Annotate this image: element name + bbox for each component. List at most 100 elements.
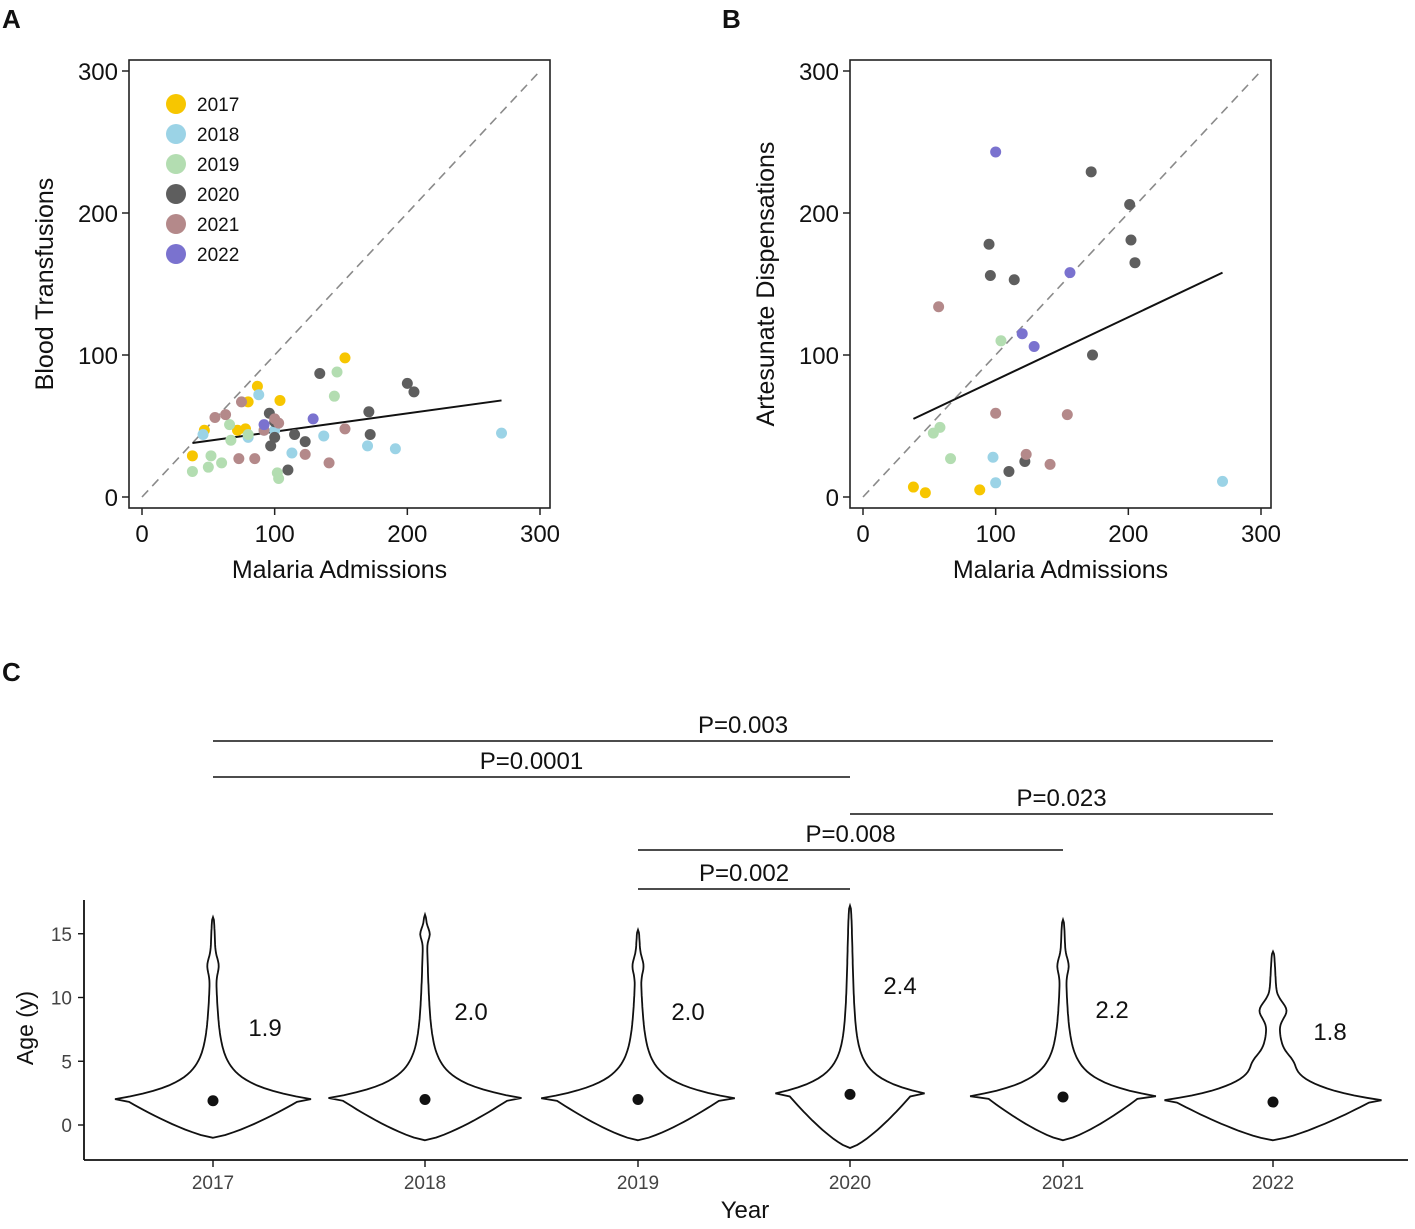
a-x-axis-label: Malaria Admissions	[232, 556, 447, 584]
c-median-dot-2019	[632, 1094, 644, 1105]
a-legend-label-2022: 2022	[197, 245, 239, 266]
a-point-2018	[286, 447, 298, 459]
a-y-tick-label: 200	[78, 201, 118, 228]
b-point-2020	[984, 269, 996, 281]
c-x-axis-label: Year	[721, 1197, 770, 1224]
b-x-tick-label: 200	[1108, 521, 1148, 548]
a-point-2021	[339, 423, 351, 435]
c-median-label-2018: 2.0	[454, 999, 487, 1026]
c-y-tick-label: 5	[61, 1052, 72, 1073]
c-median-dot-2022	[1267, 1096, 1279, 1108]
c-median-label-2017: 1.9	[248, 1015, 281, 1042]
b-point-2021	[1061, 409, 1073, 421]
c-p-value-label: P=0.0001	[480, 748, 583, 775]
c-p-value-label: P=0.003	[698, 712, 788, 739]
b-point-2018	[990, 477, 1002, 489]
a-point-2019	[273, 473, 285, 485]
c-violin-2017	[114, 914, 312, 1139]
a-point-2017	[339, 352, 351, 364]
a-point-2017	[186, 450, 198, 462]
a-point-2019	[331, 366, 343, 378]
c-violin-2018	[328, 911, 522, 1142]
a-point-2021	[220, 409, 232, 421]
a-point-2019	[202, 461, 214, 473]
b-point-2022	[1028, 340, 1040, 352]
c-median-label-2021: 2.2	[1095, 997, 1128, 1024]
c-p-value-label: P=0.002	[699, 860, 789, 887]
b-point-2022	[1016, 328, 1028, 340]
a-point-2019	[186, 465, 198, 477]
b-point-2020	[1125, 234, 1137, 246]
a-legend-label-2020: 2020	[197, 185, 239, 206]
b-point-2021	[933, 301, 945, 313]
a-point-2019	[328, 390, 340, 402]
a-point-2021	[249, 453, 261, 465]
c-median-dot-2020	[844, 1088, 856, 1100]
a-y-axis-label: Blood Transfusions	[31, 178, 59, 391]
a-legend-label-2018: 2018	[197, 125, 239, 146]
c-violin-2020	[775, 902, 925, 1149]
b-point-2018	[987, 451, 999, 463]
panel-c-letter: C	[2, 657, 21, 687]
b-trend-line	[912, 271, 1223, 420]
c-violin-2019	[541, 927, 735, 1142]
a-x-tick-label: 200	[387, 521, 427, 548]
b-point-2019	[945, 453, 957, 465]
c-violin-2021	[969, 916, 1157, 1142]
b-point-2017	[974, 484, 986, 496]
a-y-tick-label: 300	[78, 59, 118, 86]
a-point-2020	[265, 440, 277, 452]
a-y-tick-label: 0	[105, 485, 118, 512]
a-point-2017	[251, 380, 263, 392]
b-point-2018	[1217, 475, 1229, 487]
c-median-dot-2021	[1057, 1091, 1069, 1103]
b-point-2021	[1020, 448, 1032, 460]
b-point-2017	[907, 481, 919, 493]
c-y-tick-label: 15	[51, 925, 72, 946]
c-y-tick-label: 10	[51, 989, 72, 1010]
a-point-2018	[362, 440, 374, 452]
b-point-2019	[934, 421, 946, 433]
a-x-tick-label: 300	[520, 521, 560, 548]
c-x-tick-label: 2018	[404, 1173, 446, 1194]
a-legend-marker-2022	[166, 244, 186, 264]
a-x-tick-label: 100	[255, 521, 295, 548]
a-point-2021	[299, 448, 311, 460]
b-point-2017	[919, 487, 931, 499]
b-x-tick-label: 0	[856, 521, 869, 548]
b-x-tick-label: 100	[976, 521, 1016, 548]
a-point-2018	[389, 443, 401, 455]
b-plot-frame	[849, 59, 1272, 509]
b-y-tick-label: 0	[826, 485, 839, 512]
b-point-2020	[1129, 257, 1141, 269]
a-point-2022	[307, 413, 319, 425]
a-point-2022	[258, 419, 270, 431]
c-median-label-2022: 1.8	[1313, 1019, 1346, 1046]
c-median-label-2020: 2.4	[883, 973, 916, 1000]
b-identity-dashed-line	[862, 70, 1262, 498]
c-p-value-label: P=0.023	[1016, 785, 1106, 812]
a-x-tick-label: 0	[135, 521, 148, 548]
b-y-axis-label: Artesunate Dispensations	[752, 142, 780, 427]
a-y-tick-label: 100	[78, 343, 118, 370]
c-p-value-label: P=0.008	[805, 821, 895, 848]
a-point-2018	[197, 429, 209, 441]
a-plot-frame	[128, 59, 551, 509]
c-x-tick-label: 2019	[617, 1173, 659, 1194]
b-point-2019	[995, 335, 1007, 347]
b-point-2020	[1087, 349, 1099, 361]
b-point-2020	[1124, 198, 1136, 210]
b-point-2022	[1064, 267, 1076, 279]
b-point-2020	[1003, 465, 1015, 477]
a-legend-marker-2017	[166, 94, 186, 114]
c-x-tick-label: 2020	[829, 1173, 871, 1194]
a-point-2017	[274, 394, 286, 406]
a-point-2020	[269, 431, 281, 443]
c-x-tick-label: 2022	[1252, 1173, 1294, 1194]
a-point-2021	[273, 417, 285, 429]
a-point-2018	[253, 389, 265, 401]
c-median-label-2019: 2.0	[671, 999, 704, 1026]
a-legend-marker-2018	[166, 124, 186, 144]
